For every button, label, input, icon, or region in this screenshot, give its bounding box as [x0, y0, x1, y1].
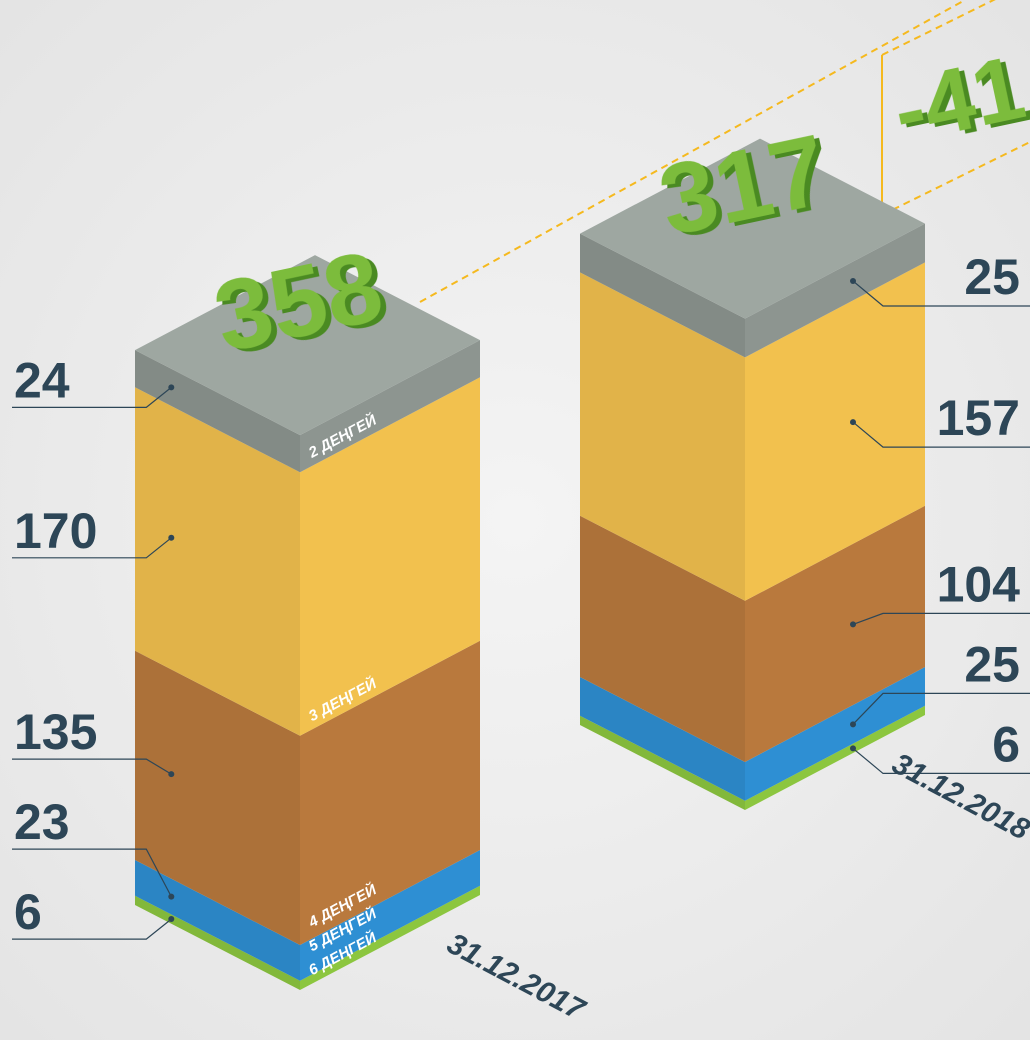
leader-dot: [850, 419, 856, 425]
leader-dot: [168, 894, 174, 900]
leader-dot: [850, 745, 856, 751]
value-label: 25: [964, 636, 1020, 692]
value-label: 135: [14, 704, 97, 760]
value-label: 24: [14, 352, 70, 408]
value-label: 6: [992, 716, 1020, 772]
value-label: 157: [937, 390, 1020, 446]
value-label: 170: [14, 503, 97, 559]
value-label: 104: [937, 556, 1021, 612]
leader-dot: [168, 535, 174, 541]
leader-dot: [168, 771, 174, 777]
leader-dot: [168, 384, 174, 390]
leader-dot: [850, 278, 856, 284]
leader-dot: [168, 916, 174, 922]
leader-dot: [850, 721, 856, 727]
value-label: 23: [14, 794, 70, 850]
chart: 358623135170246 ДЕҢГЕЙ5 ДЕҢГЕЙ4 ДЕҢГЕЙ3 …: [0, 0, 1030, 1040]
value-label: 25: [964, 249, 1020, 305]
value-label: 6: [14, 884, 42, 940]
leader-dot: [850, 621, 856, 627]
